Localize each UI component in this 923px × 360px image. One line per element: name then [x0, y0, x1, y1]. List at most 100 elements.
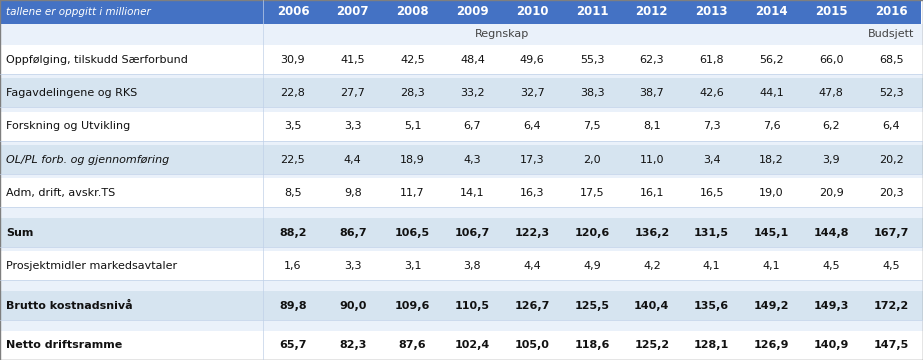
Text: 3,1: 3,1: [404, 261, 421, 271]
Text: 88,2: 88,2: [280, 228, 306, 238]
Text: 2011: 2011: [576, 5, 608, 18]
Text: 4,4: 4,4: [523, 261, 541, 271]
Text: 4,1: 4,1: [762, 261, 780, 271]
Text: 47,8: 47,8: [819, 88, 844, 98]
Text: 89,8: 89,8: [279, 301, 306, 311]
Text: 14,1: 14,1: [460, 188, 485, 198]
Bar: [0, 145, 923, 174]
Bar: [0, 141, 923, 145]
Text: 7,5: 7,5: [583, 121, 601, 131]
Text: 56,2: 56,2: [759, 55, 784, 65]
Bar: [622, 0, 682, 24]
Text: 2012: 2012: [636, 5, 668, 18]
Bar: [0, 291, 923, 320]
Text: Brutto kostnadsnivå: Brutto kostnadsnivå: [6, 301, 133, 311]
Text: 102,4: 102,4: [455, 341, 490, 351]
Text: 125,5: 125,5: [574, 301, 609, 311]
Text: 38,7: 38,7: [640, 88, 665, 98]
Text: 4,1: 4,1: [702, 261, 721, 271]
Text: 167,7: 167,7: [873, 228, 909, 238]
Text: 122,3: 122,3: [515, 228, 550, 238]
Text: 52,3: 52,3: [879, 88, 904, 98]
Text: 17,3: 17,3: [520, 154, 545, 165]
Bar: [442, 0, 502, 24]
Text: 105,0: 105,0: [515, 341, 549, 351]
Text: 2,0: 2,0: [583, 154, 601, 165]
Bar: [0, 331, 923, 360]
Bar: [0, 112, 923, 141]
Text: 38,3: 38,3: [580, 88, 605, 98]
Bar: [0, 45, 923, 74]
Text: 4,5: 4,5: [822, 261, 840, 271]
Text: 8,1: 8,1: [643, 121, 661, 131]
Text: 140,9: 140,9: [813, 341, 849, 351]
Text: 9,8: 9,8: [344, 188, 362, 198]
Text: tallene er oppgitt i millioner: tallene er oppgitt i millioner: [6, 7, 151, 17]
Bar: [801, 0, 861, 24]
Text: 140,4: 140,4: [634, 301, 669, 311]
Text: Adm, drift, avskr.TS: Adm, drift, avskr.TS: [6, 188, 115, 198]
Text: 4,9: 4,9: [583, 261, 601, 271]
Text: 149,3: 149,3: [813, 301, 849, 311]
Text: 86,7: 86,7: [339, 228, 366, 238]
Text: 128,1: 128,1: [694, 341, 729, 351]
Text: 3,8: 3,8: [463, 261, 481, 271]
Text: 16,5: 16,5: [700, 188, 724, 198]
Text: 3,3: 3,3: [344, 121, 362, 131]
Bar: [502, 0, 562, 24]
Text: 30,9: 30,9: [281, 55, 306, 65]
Text: 20,9: 20,9: [819, 188, 844, 198]
Text: 1,6: 1,6: [284, 261, 302, 271]
Text: 4,3: 4,3: [463, 154, 481, 165]
Text: 32,7: 32,7: [520, 88, 545, 98]
Text: 48,4: 48,4: [460, 55, 485, 65]
Text: 44,1: 44,1: [759, 88, 784, 98]
Text: 145,1: 145,1: [754, 228, 789, 238]
Text: 110,5: 110,5: [455, 301, 490, 311]
Text: 125,2: 125,2: [634, 341, 669, 351]
Text: 20,3: 20,3: [879, 188, 904, 198]
Text: 42,5: 42,5: [401, 55, 425, 65]
Text: 144,8: 144,8: [813, 228, 849, 238]
Text: 6,4: 6,4: [882, 121, 900, 131]
Text: Budsjett: Budsjett: [868, 30, 915, 39]
Text: OL/PL forb. og gjennomføring: OL/PL forb. og gjennomføring: [6, 154, 170, 165]
Text: Forskning og Utvikling: Forskning og Utvikling: [6, 121, 131, 131]
Text: 2008: 2008: [396, 5, 429, 18]
Text: 120,6: 120,6: [574, 228, 609, 238]
Text: 2015: 2015: [815, 5, 847, 18]
Text: 106,5: 106,5: [395, 228, 430, 238]
Text: 6,2: 6,2: [822, 121, 840, 131]
Text: 41,5: 41,5: [341, 55, 366, 65]
Bar: [0, 320, 923, 331]
Text: 22,8: 22,8: [281, 88, 306, 98]
Text: Regnskap: Regnskap: [475, 30, 530, 39]
Text: 147,5: 147,5: [873, 341, 908, 351]
Bar: [0, 0, 263, 24]
Text: 2010: 2010: [516, 5, 548, 18]
Text: 20,2: 20,2: [879, 154, 904, 165]
Text: 4,4: 4,4: [344, 154, 362, 165]
Text: 3,5: 3,5: [284, 121, 302, 131]
Text: Sum: Sum: [6, 228, 34, 238]
Text: 18,2: 18,2: [759, 154, 784, 165]
Text: 55,3: 55,3: [580, 55, 605, 65]
Bar: [682, 0, 741, 24]
Text: Netto driftsramme: Netto driftsramme: [6, 341, 123, 351]
Text: 2007: 2007: [337, 5, 369, 18]
Text: Prosjektmidler markedsavtaler: Prosjektmidler markedsavtaler: [6, 261, 177, 271]
Text: 65,7: 65,7: [280, 341, 306, 351]
Text: 135,6: 135,6: [694, 301, 729, 311]
Text: 126,7: 126,7: [514, 301, 550, 311]
Text: 16,3: 16,3: [520, 188, 545, 198]
Text: 131,5: 131,5: [694, 228, 729, 238]
Bar: [741, 0, 801, 24]
Text: 6,4: 6,4: [523, 121, 541, 131]
Text: 19,0: 19,0: [759, 188, 784, 198]
Text: 66,0: 66,0: [819, 55, 844, 65]
Text: 7,6: 7,6: [762, 121, 780, 131]
Text: 3,3: 3,3: [344, 261, 362, 271]
Text: 109,6: 109,6: [395, 301, 430, 311]
Bar: [0, 179, 923, 207]
Text: 172,2: 172,2: [873, 301, 908, 311]
